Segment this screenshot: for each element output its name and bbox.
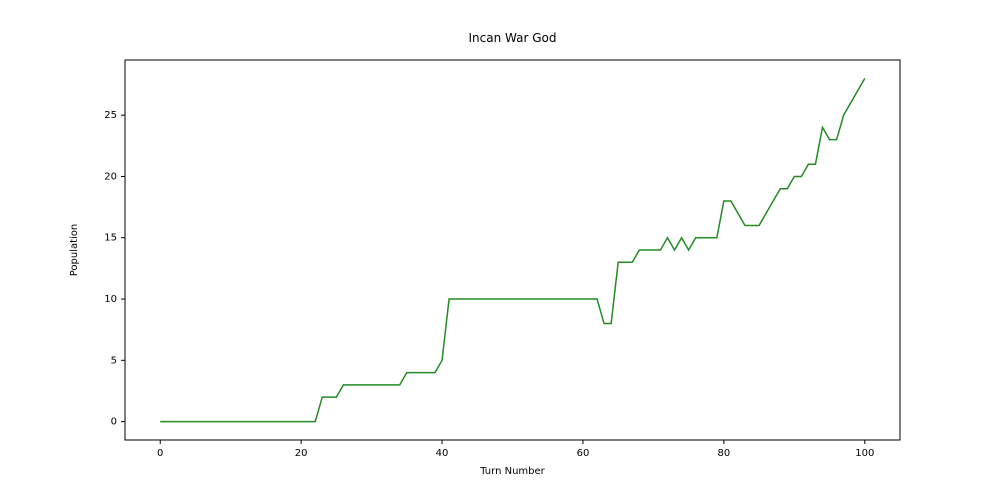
x-tick-label: 0 <box>157 448 163 459</box>
y-tick-label: 15 <box>104 233 117 244</box>
x-tick-label: 100 <box>855 448 874 459</box>
y-tick-label: 5 <box>111 355 117 366</box>
x-ticks: 0 20 40 60 80 100 <box>157 440 874 459</box>
y-axis-label: Population <box>69 224 80 277</box>
y-ticks: 0 5 10 15 20 25 <box>104 110 125 427</box>
y-tick-label: 10 <box>104 294 117 305</box>
x-axis-label: Turn Number <box>479 466 545 477</box>
y-tick-label: 20 <box>104 171 117 182</box>
axes-spines <box>125 60 900 440</box>
line-chart: Incan War God Turn Number Population 0 20… <box>0 0 1000 500</box>
y-tick-label: 25 <box>104 110 117 121</box>
x-tick-label: 20 <box>295 448 308 459</box>
chart-title: Incan War God <box>469 31 557 45</box>
x-tick-label: 80 <box>717 448 730 459</box>
chart-container: Incan War God Turn Number Population 0 20… <box>0 0 1000 500</box>
x-tick-label: 40 <box>436 448 449 459</box>
series-group <box>160 78 865 421</box>
x-tick-label: 60 <box>577 448 590 459</box>
series-line <box>160 78 865 421</box>
y-tick-label: 0 <box>111 417 117 428</box>
